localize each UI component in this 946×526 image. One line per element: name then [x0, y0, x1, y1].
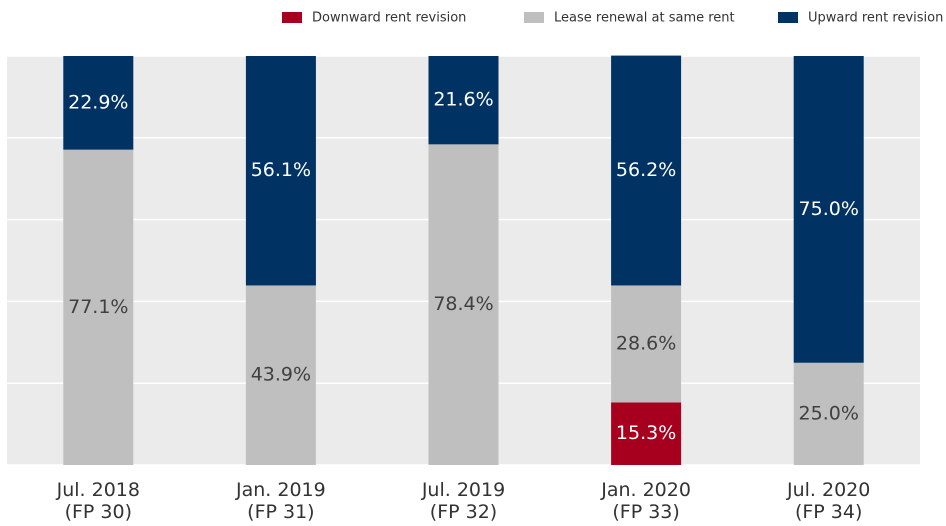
- value-label: 28.6%: [616, 332, 676, 354]
- bar-segment: [63, 149, 134, 465]
- legend-swatch: [524, 12, 544, 23]
- value-label: 75.0%: [799, 198, 859, 220]
- x-tick-label: Jan. 2020 (FP 33): [601, 479, 691, 523]
- x-tick-label: Jul. 2018 (FP 30): [56, 479, 140, 523]
- legend-label: Upward rent revision: [808, 11, 943, 26]
- value-label: 43.9%: [251, 364, 311, 386]
- value-label: 77.1%: [68, 296, 128, 318]
- bar-segment: [245, 56, 316, 286]
- bar-segment: [611, 402, 682, 465]
- x-tick-label: Jul. 2020 (FP 34): [787, 479, 871, 523]
- x-tick-label: Jul. 2019 (FP 32): [421, 479, 506, 523]
- value-label: 56.2%: [616, 159, 676, 181]
- x-tick-label: Jan. 2019 (FP 31): [236, 479, 326, 523]
- legend-label: Lease renewal at same rent: [554, 11, 735, 26]
- bar-segment: [793, 56, 864, 363]
- bar-segment: [611, 55, 682, 286]
- bar-segment: [428, 56, 499, 145]
- value-label: 21.6%: [433, 89, 493, 111]
- bar-segment: [63, 56, 134, 150]
- bar-segment: [611, 285, 682, 403]
- value-label: 78.4%: [433, 293, 493, 315]
- bar-segment: [428, 144, 499, 465]
- bar-segment: [245, 285, 316, 465]
- value-label: 15.3%: [616, 422, 676, 444]
- legend-label: Downward rent revision: [312, 11, 466, 26]
- value-label: 25.0%: [799, 402, 859, 424]
- value-label: 56.1%: [251, 159, 311, 181]
- value-label: 22.9%: [68, 91, 128, 113]
- legend-swatch: [282, 12, 302, 23]
- legend-swatch: [778, 12, 798, 23]
- bar-segment: [793, 362, 864, 465]
